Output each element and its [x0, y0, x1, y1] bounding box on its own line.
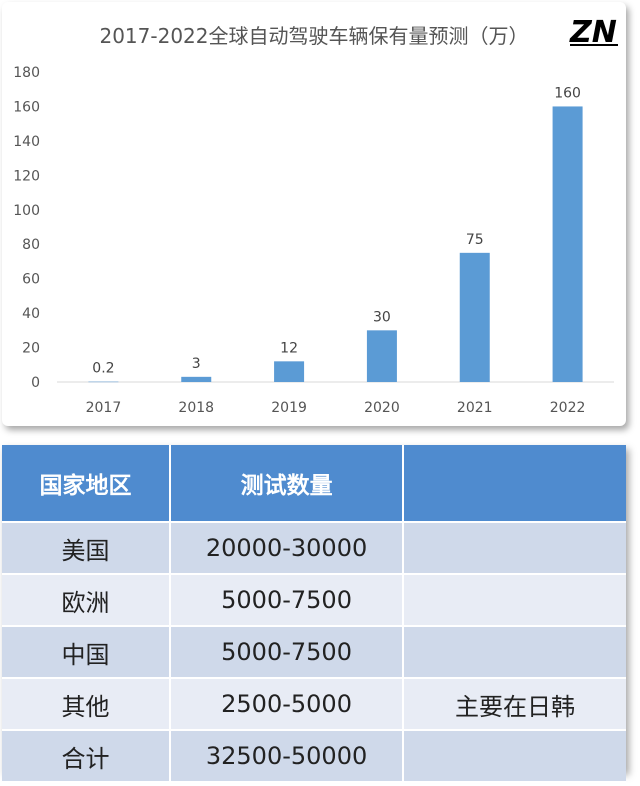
cell-region: 美国 [2, 523, 172, 575]
cell-note [404, 731, 626, 783]
x-tick-label: 2021 [457, 400, 493, 416]
cell-region: 中国 [2, 627, 172, 679]
test-count-table: 国家地区 测试数量 美国 20000-30000 欧洲 5000-7500 中国… [2, 445, 626, 783]
y-tick-label: 120 [13, 168, 40, 184]
y-tick-label: 160 [13, 99, 40, 115]
table-row: 欧洲 5000-7500 [2, 575, 626, 627]
x-tick-label: 2018 [178, 400, 214, 416]
chart-title: 2017-2022全球自动驾驶车辆保有量预测（万） [99, 24, 529, 48]
bar-2018 [181, 376, 212, 382]
cell-count: 5000-7500 [171, 627, 405, 679]
zn-logo: ZN [569, 15, 618, 48]
bar-chart: 0 20 40 60 80 100 120 140 160 180 0.2 2017 3 2018 12 20… [13, 65, 614, 416]
x-tick-label: 2022 [550, 400, 586, 416]
data-label: 75 [466, 232, 484, 248]
cell-count: 5000-7500 [171, 575, 405, 627]
cell-region: 合计 [2, 731, 172, 783]
data-label: 0.2 [92, 361, 114, 377]
table-row: 合计 32500-50000 [2, 731, 626, 783]
cell-note [404, 627, 626, 679]
y-tick-label: 60 [22, 272, 40, 288]
bar-2019 [274, 361, 305, 382]
cell-region: 其他 [2, 679, 172, 731]
data-label: 12 [280, 340, 298, 356]
cell-count: 32500-50000 [171, 731, 405, 783]
bar-2017 [88, 381, 119, 383]
bar-2020 [366, 330, 397, 382]
data-label: 3 [192, 356, 201, 372]
cell-count: 20000-30000 [171, 523, 405, 575]
bar-2021 [459, 252, 490, 382]
y-tick-label: 80 [22, 237, 40, 253]
header-note [404, 445, 626, 523]
bar-2022 [552, 106, 583, 382]
y-tick-label: 100 [13, 203, 40, 219]
y-tick-label: 140 [13, 134, 40, 150]
cell-count: 2500-5000 [171, 679, 405, 731]
table-header-row: 国家地区 测试数量 [2, 445, 626, 523]
cell-note [404, 575, 626, 627]
table-row: 其他 2500-5000 主要在日韩 [2, 679, 626, 731]
cell-note [404, 523, 626, 575]
header-region: 国家地区 [2, 445, 172, 523]
data-label: 30 [373, 309, 391, 325]
data-label: 160 [554, 85, 581, 101]
x-tick-label: 2020 [364, 400, 400, 416]
x-tick-label: 2019 [271, 400, 307, 416]
y-tick-label: 20 [22, 341, 40, 357]
header-test-count: 测试数量 [171, 445, 405, 523]
table-row: 中国 5000-7500 [2, 627, 626, 679]
y-tick-label: 40 [22, 306, 40, 322]
cell-region: 欧洲 [2, 575, 172, 627]
logo-text: ZN [569, 15, 617, 48]
x-tick-label: 2017 [86, 400, 122, 416]
chart-card: 2017-2022全球自动驾驶车辆保有量预测（万） ZN 0 20 40 60 80 10… [2, 2, 626, 426]
cell-note: 主要在日韩 [404, 679, 626, 731]
y-tick-label: 180 [13, 65, 40, 81]
y-tick-label: 0 [31, 375, 40, 391]
table-row: 美国 20000-30000 [2, 523, 626, 575]
